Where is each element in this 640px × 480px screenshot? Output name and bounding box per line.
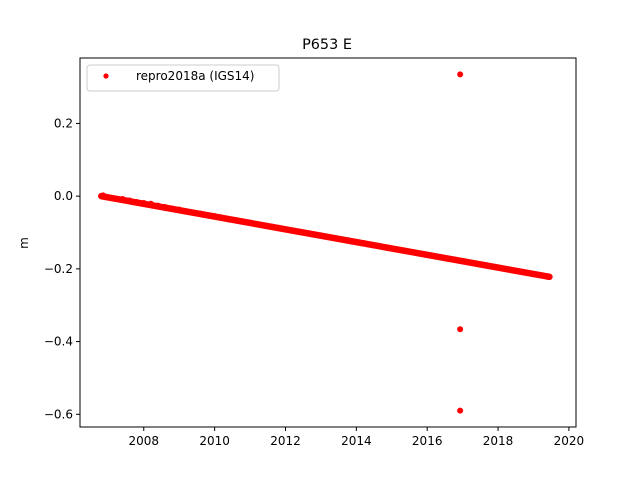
data-point	[119, 196, 126, 203]
data-point	[452, 256, 459, 263]
x-tick-label: 2012	[270, 434, 301, 448]
data-point	[457, 407, 464, 414]
data-point	[381, 244, 388, 251]
data-point	[509, 266, 516, 273]
data-point	[445, 255, 452, 262]
data-point	[424, 251, 431, 258]
data-point	[431, 253, 438, 260]
data-point	[296, 228, 303, 235]
legend-box	[86, 64, 280, 92]
data-point	[225, 216, 232, 223]
data-point	[275, 224, 282, 231]
data-point	[388, 245, 395, 252]
data-point	[232, 217, 239, 224]
data-point	[261, 222, 268, 229]
data-point	[317, 232, 324, 239]
data-point	[154, 202, 161, 209]
data-point	[502, 265, 509, 272]
data-point	[303, 229, 310, 236]
data-point	[466, 259, 473, 266]
y-tick-label: 0.0	[54, 189, 73, 203]
data-point	[147, 200, 154, 207]
data-point	[325, 233, 331, 240]
data-point	[537, 272, 544, 279]
x-tick-label: 2016	[412, 434, 443, 448]
x-axis: 2008 2010 2012 2014 2016 2018 2020	[128, 427, 584, 448]
data-point	[530, 270, 537, 277]
data-point	[162, 204, 169, 211]
legend-marker	[103, 73, 109, 79]
data-point	[254, 221, 261, 228]
data-point	[268, 223, 275, 230]
data-point	[410, 249, 417, 256]
data-point	[402, 248, 409, 255]
data-point	[339, 236, 346, 243]
data-point	[197, 210, 204, 217]
data-point	[480, 261, 487, 268]
data-point	[544, 273, 551, 280]
legend-label: repro2018a (IGS14)	[136, 69, 254, 83]
data-point	[332, 235, 339, 242]
data-point	[523, 269, 530, 276]
data-point	[169, 205, 176, 212]
data-point	[105, 194, 112, 201]
y-tick-label: 0.2	[54, 116, 73, 130]
x-tick-label: 2008	[128, 434, 159, 448]
y-tick-label: −0.4	[44, 335, 73, 349]
data-point	[190, 209, 197, 216]
y-axis: 0.2 0.0 −0.2 −0.4 −0.6	[44, 116, 80, 421]
data-point	[289, 227, 296, 234]
data-point	[204, 212, 211, 219]
data-point	[112, 195, 119, 202]
x-tick-label: 2020	[554, 434, 585, 448]
data-point	[487, 263, 494, 270]
x-tick-label: 2010	[199, 434, 230, 448]
data-point	[417, 250, 424, 257]
data-point	[239, 218, 246, 225]
data-point	[459, 258, 466, 265]
data-point	[183, 208, 190, 215]
data-point	[133, 198, 140, 205]
data-point	[367, 241, 374, 248]
data-point	[457, 326, 464, 333]
y-tick-label: −0.2	[44, 262, 73, 276]
y-tick-label: −0.6	[44, 407, 73, 421]
data-point	[438, 254, 445, 261]
data-point	[473, 260, 480, 267]
data-point	[457, 71, 464, 78]
data-point	[346, 237, 353, 244]
data-point	[211, 213, 218, 220]
chart-title: P653 E	[302, 37, 352, 53]
data-point	[310, 231, 317, 238]
data-point	[247, 219, 254, 226]
data-point	[360, 240, 367, 247]
data-point	[126, 197, 133, 204]
data-point	[353, 238, 360, 245]
data-point	[218, 214, 225, 221]
data-point	[140, 200, 147, 207]
data-point	[374, 242, 381, 249]
x-tick-label: 2018	[483, 434, 514, 448]
scatter-points	[100, 71, 551, 414]
x-tick-label: 2014	[341, 434, 372, 448]
data-point	[176, 206, 183, 213]
data-point	[516, 268, 523, 275]
plot-frame	[79, 57, 577, 428]
data-point	[282, 226, 289, 233]
legend: repro2018a (IGS14)	[86, 64, 280, 92]
data-point	[495, 264, 502, 271]
data-point	[395, 246, 402, 253]
y-axis-label: m	[17, 237, 31, 249]
